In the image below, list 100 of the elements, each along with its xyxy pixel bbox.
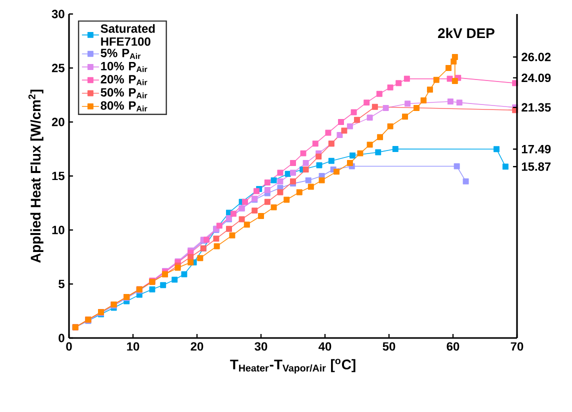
point	[454, 163, 460, 170]
point	[366, 142, 373, 148]
x-tick-label: 20	[190, 342, 204, 351]
point	[181, 271, 188, 278]
point	[341, 128, 348, 134]
point	[404, 100, 411, 107]
y2-tick-label: 26.02	[522, 52, 551, 62]
x-axis-title: T$_{Heater}$-T$_{Vapor/Air}$ [$^{o}$C]	[230, 358, 356, 374]
point	[296, 189, 302, 196]
point	[316, 154, 322, 160]
point	[270, 204, 277, 210]
point	[402, 114, 408, 120]
point	[264, 198, 270, 205]
point	[229, 232, 236, 238]
x-tick-label: 70	[510, 342, 524, 351]
y-tick-label: 15	[52, 172, 64, 180]
legend-label: 20% P$_{Air}$	[100, 75, 148, 86]
legend-label: 5% P$_{Air}$	[100, 48, 141, 59]
point	[462, 178, 469, 184]
point	[338, 119, 344, 125]
point	[426, 86, 433, 93]
point	[264, 187, 270, 194]
legend-label: 50% P$_{Air}$	[100, 88, 148, 98]
point	[396, 80, 402, 86]
point	[230, 210, 236, 217]
point	[375, 149, 382, 156]
y-tick-label: 0	[58, 334, 64, 342]
point	[447, 98, 454, 104]
legend-label: Saturated HFE7100	[100, 24, 155, 46]
point	[277, 189, 284, 196]
point	[404, 76, 410, 82]
y2-tick-label: 17.49	[522, 144, 551, 154]
point	[376, 90, 382, 97]
point	[452, 54, 458, 60]
point	[252, 208, 258, 214]
point	[387, 123, 394, 130]
point	[238, 216, 245, 222]
point	[300, 150, 306, 156]
point	[312, 140, 318, 147]
point	[290, 160, 296, 166]
x-tick-label: 10	[127, 342, 140, 351]
y2-tick-label: 15.87	[522, 162, 551, 171]
y-tick-label: 10	[52, 226, 64, 234]
point	[392, 146, 398, 152]
y2-tick-label: 21.35	[522, 103, 551, 112]
point	[433, 76, 440, 83]
y-tick-label: 5	[58, 280, 64, 288]
legend-label: 80% P$_{Air}$	[100, 101, 148, 112]
point	[350, 109, 357, 116]
point	[446, 76, 453, 82]
point	[188, 254, 194, 260]
y-tick-label: 25	[52, 64, 64, 72]
point	[213, 236, 220, 242]
point	[336, 132, 343, 138]
y-axis-title: Applied Heat Flux [W/cm$^{2}$]	[28, 90, 44, 263]
point	[452, 78, 458, 84]
point	[244, 222, 250, 228]
point	[364, 100, 370, 106]
point	[149, 286, 156, 292]
point	[277, 178, 284, 184]
point	[382, 104, 389, 111]
point	[290, 178, 296, 184]
point	[270, 177, 277, 184]
point	[160, 282, 166, 288]
point	[214, 243, 220, 250]
x-tick-label: 30	[254, 342, 268, 351]
point	[366, 114, 373, 121]
x-tick-label: 0	[66, 342, 72, 351]
point	[197, 255, 204, 262]
y-tick-label: 20	[52, 118, 64, 126]
point	[346, 160, 353, 166]
point	[420, 97, 427, 104]
point	[254, 188, 260, 194]
point	[188, 259, 194, 266]
point	[264, 179, 270, 186]
point	[204, 236, 210, 243]
point	[414, 104, 420, 111]
point	[334, 168, 340, 175]
point	[302, 160, 309, 166]
point	[290, 170, 296, 176]
point	[258, 212, 264, 219]
point	[325, 130, 332, 136]
legend-label: 10% P$_{Air}$	[101, 62, 148, 72]
point	[172, 276, 178, 283]
point	[494, 146, 500, 152]
point	[372, 104, 378, 110]
point	[318, 177, 325, 184]
point	[387, 84, 394, 90]
point	[284, 196, 290, 203]
x-tick-label: 50	[382, 342, 396, 351]
annotation: 2kV DEP	[438, 28, 494, 38]
point	[350, 152, 356, 158]
point	[377, 134, 384, 140]
x-tick-label: 40	[318, 342, 332, 351]
point	[277, 170, 284, 176]
point	[357, 150, 364, 156]
point	[308, 184, 314, 190]
point	[305, 177, 312, 184]
point	[328, 158, 334, 164]
point	[316, 162, 322, 168]
